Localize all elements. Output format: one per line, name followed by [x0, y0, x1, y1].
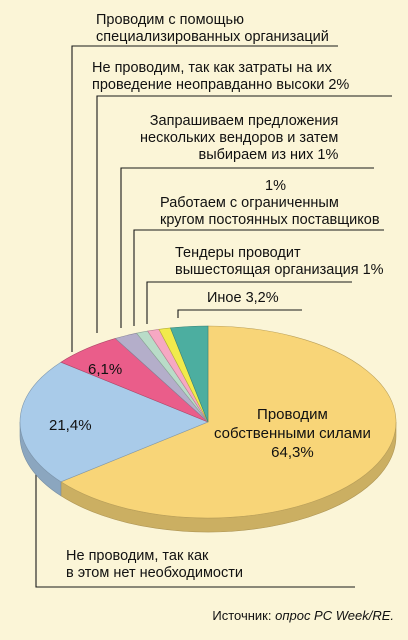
label-suppliers: Работаем с ограниченным кругом постоянны…	[160, 195, 380, 228]
label-specialized-pct: 6,1%	[88, 361, 123, 378]
label-no-need-pct: 21,4%	[49, 417, 92, 434]
label-tender: Тендеры проводит вышестоящая организация…	[175, 245, 384, 278]
leader-line	[146, 281, 352, 324]
label-costs-high: Не проводим, так как затраты на их прове…	[92, 60, 350, 93]
label-no-need: Не проводим, так как в этом нет необходи…	[66, 548, 243, 581]
leader-line	[35, 450, 355, 588]
source-note: Источник: опрос PC Week/RE.	[212, 608, 394, 623]
pie-slice-other	[170, 325, 209, 423]
pie-top	[19, 325, 397, 519]
label-suppliers-pct: 1%	[265, 178, 286, 194]
leader-lines	[35, 45, 392, 588]
leader-line	[120, 167, 374, 328]
pie-slice-no-need	[19, 361, 209, 483]
label-vendors: Запрашиваем предложения нескольких вендо…	[140, 113, 339, 163]
leader-line	[177, 309, 302, 318]
label-other: Иное 3,2%	[207, 290, 279, 306]
label-specialized: Проводим с помощью специализированных ор…	[96, 12, 329, 45]
label-own-forces: Проводим собственными силами 64,3%	[214, 406, 371, 461]
leader-line	[96, 95, 392, 333]
pie-slice-own-forces	[60, 325, 397, 519]
leader-line	[71, 45, 338, 352]
leader-line	[133, 229, 384, 326]
